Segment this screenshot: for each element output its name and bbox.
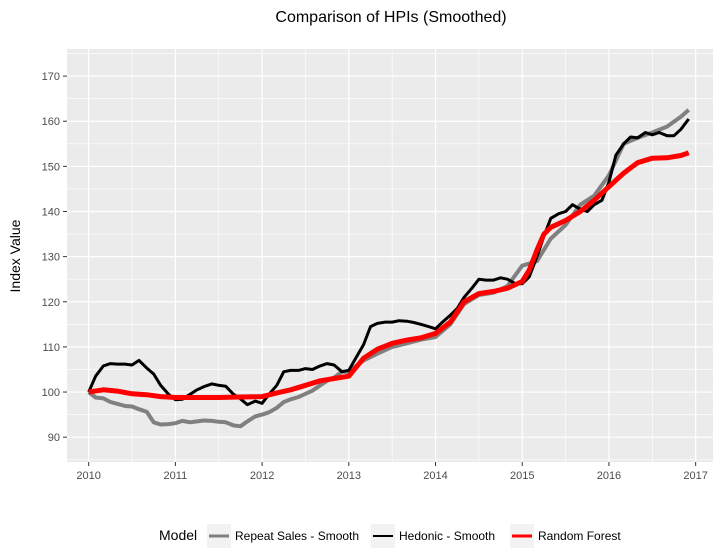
legend-label-random-forest: Random Forest xyxy=(538,529,621,543)
x-tick-label: 2017 xyxy=(683,470,707,482)
legend-label-repeat-sales-smooth: Repeat Sales - Smooth xyxy=(235,529,359,543)
x-tick-label: 2010 xyxy=(76,470,100,482)
legend-title: Model xyxy=(159,527,197,543)
y-tick-label: 100 xyxy=(42,387,60,399)
y-tick-label: 90 xyxy=(48,432,60,444)
chart-title: Comparison of HPIs (Smoothed) xyxy=(275,9,506,26)
x-axis: 2010 2011 2012 2013 2014 2015 2016 2017 xyxy=(76,462,708,482)
y-axis-title: Index Value xyxy=(7,219,23,292)
y-tick-label: 110 xyxy=(42,342,60,354)
plot-panel xyxy=(67,49,713,462)
series-line-random-forest xyxy=(88,150,690,400)
x-tick-label: 2016 xyxy=(597,470,621,482)
y-tick-label: 170 xyxy=(42,71,60,83)
y-tick-label: 150 xyxy=(42,161,60,173)
y-axis: 90 100 110 120 130 140 150 160 170 xyxy=(42,71,67,444)
grid-major xyxy=(67,49,713,462)
legend-label-hedonic-smooth: Hedonic - Smooth xyxy=(399,529,495,543)
y-tick-label: 160 xyxy=(42,116,60,128)
y-tick-label: 140 xyxy=(42,206,60,218)
x-tick-label: 2015 xyxy=(510,470,534,482)
legend: Model Repeat Sales - Smooth Hedonic - Smo… xyxy=(159,524,621,548)
series-lines xyxy=(87,108,691,429)
y-tick-label: 120 xyxy=(42,297,60,309)
x-tick-label: 2013 xyxy=(337,470,361,482)
x-tick-label: 2012 xyxy=(250,470,274,482)
x-tick-label: 2011 xyxy=(164,470,188,482)
x-tick-label: 2014 xyxy=(423,470,447,482)
series-line-repeat-sales-smooth xyxy=(87,108,691,429)
y-tick-label: 130 xyxy=(42,252,60,264)
